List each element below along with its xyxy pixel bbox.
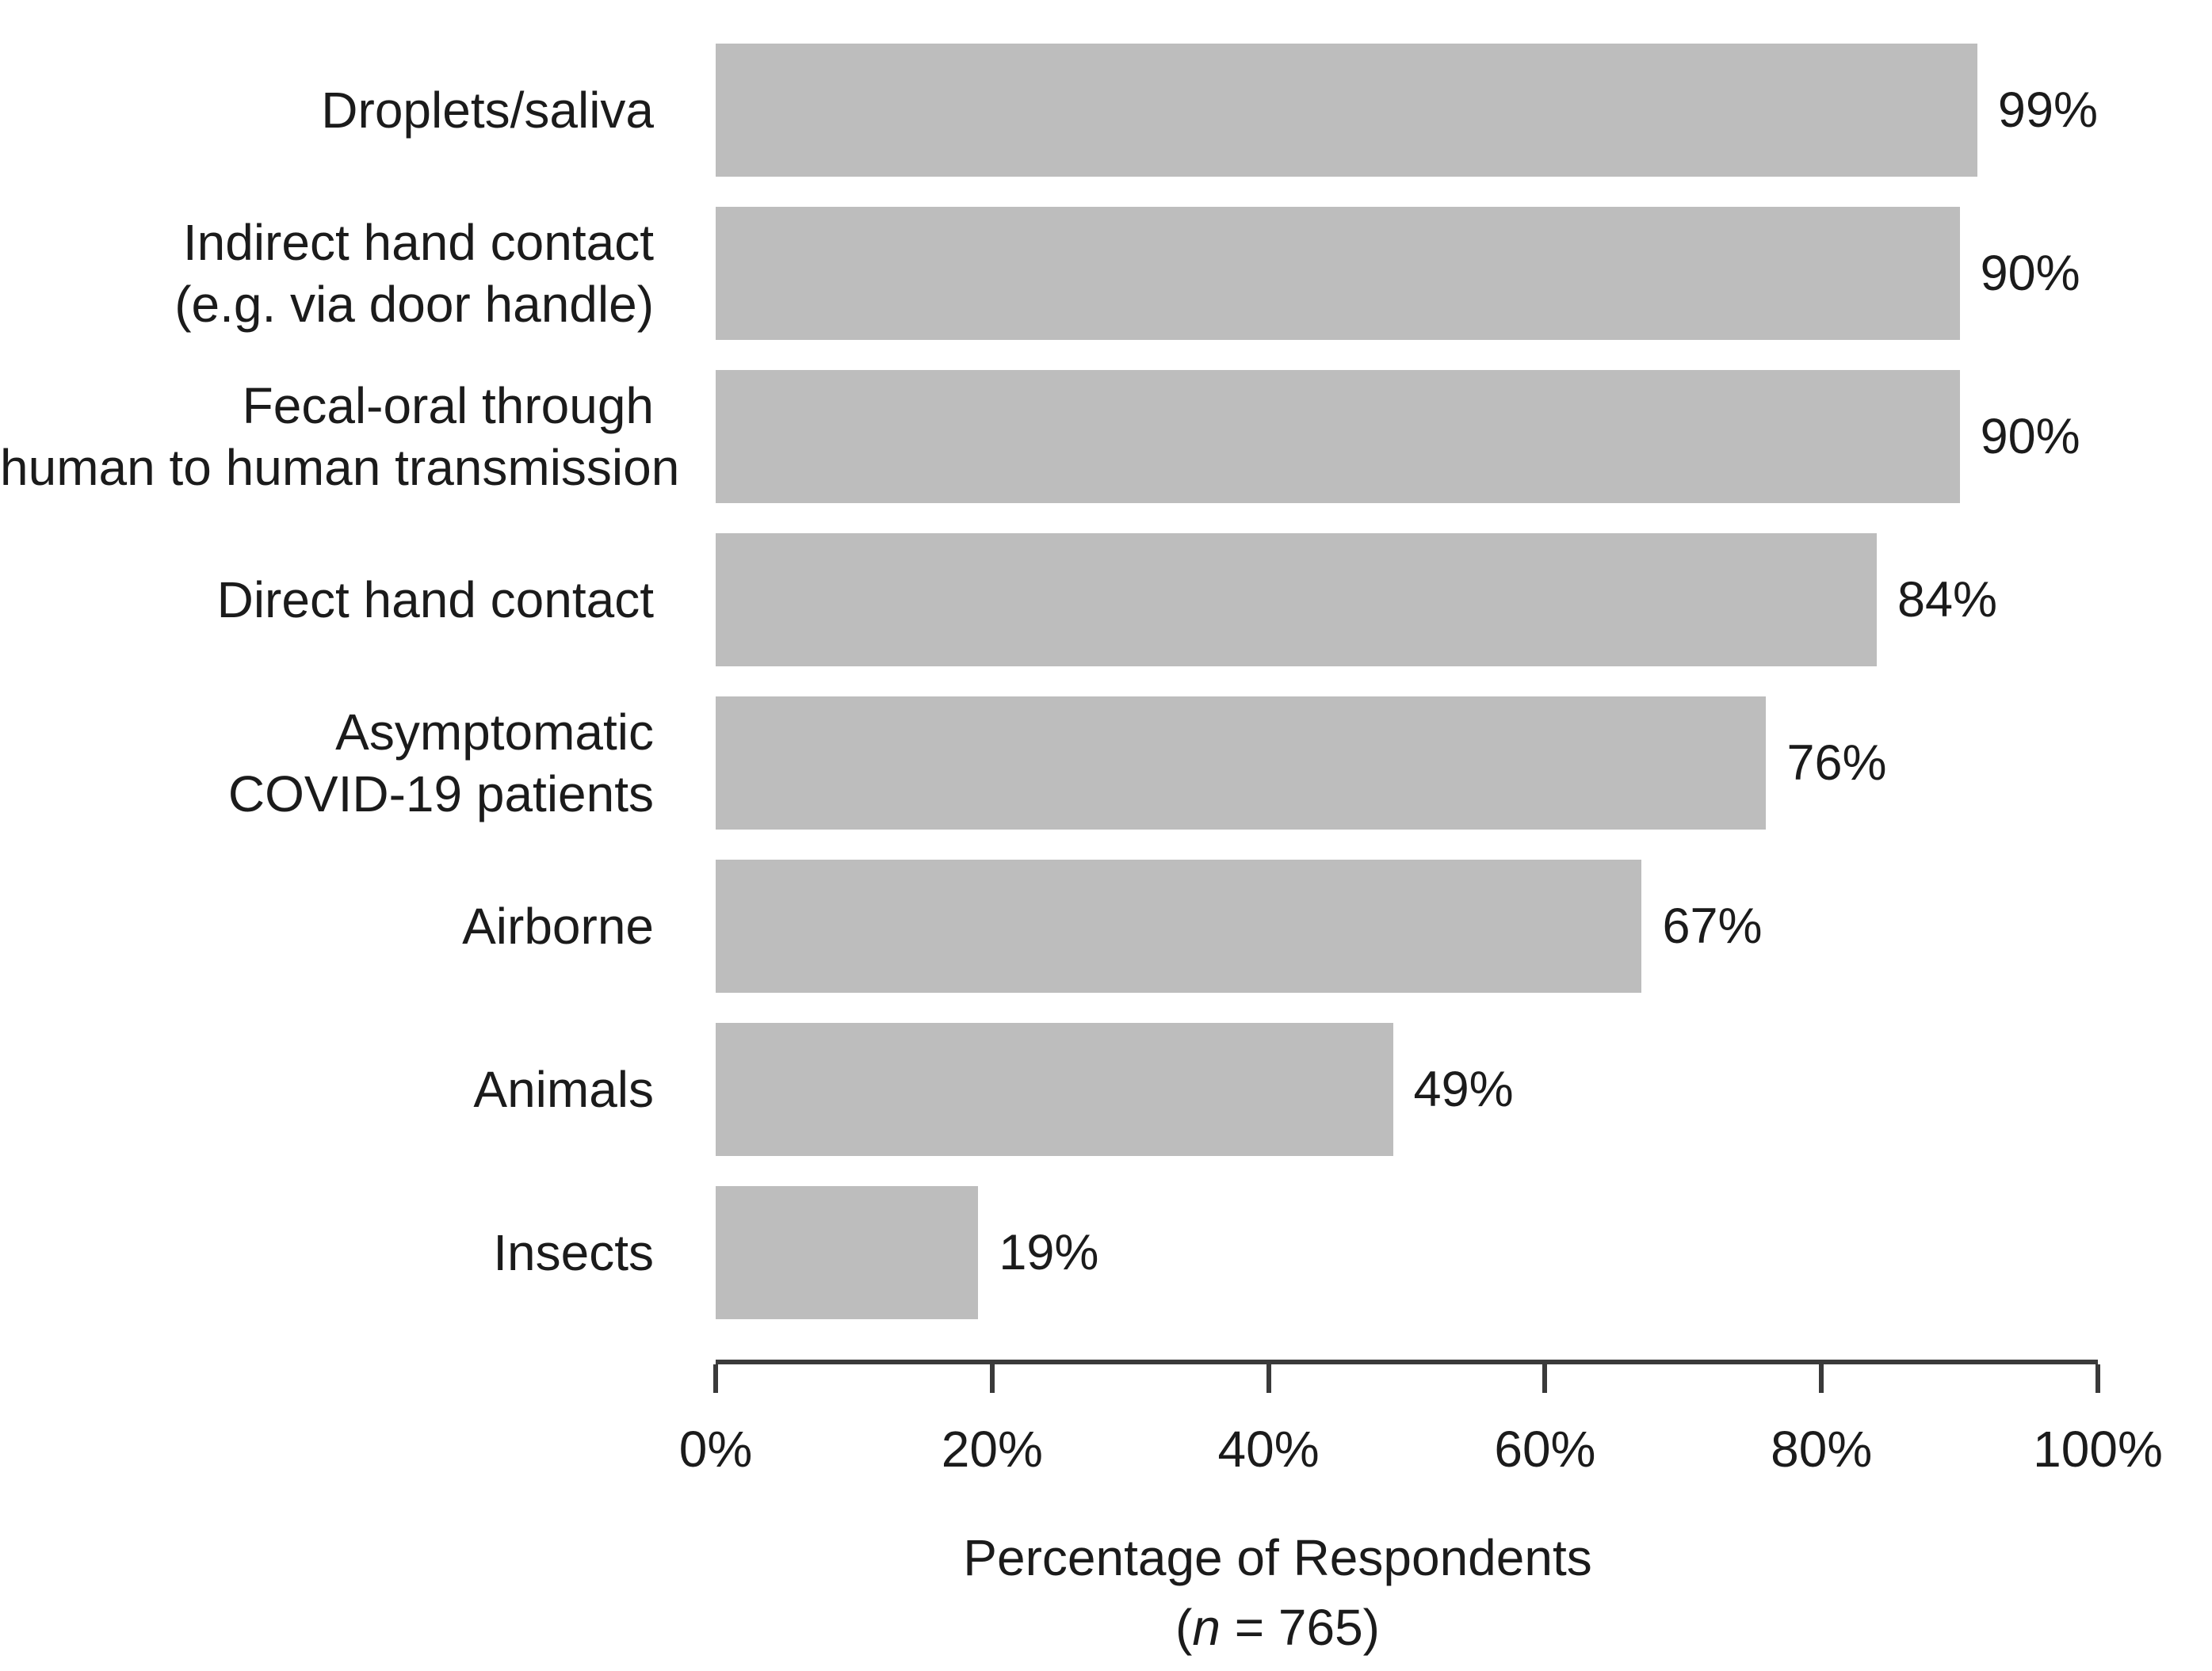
category-label: Airborne	[0, 895, 654, 957]
axis-tick	[1819, 1364, 1824, 1393]
category-label-line: COVID-19 patients	[227, 765, 654, 822]
bar-rows: Droplets/saliva 99% Indirect hand contac…	[0, 29, 2212, 1334]
axis-tick-label: 0%	[678, 1421, 753, 1478]
value-label: 67%	[1662, 898, 1763, 954]
value-label: 90%	[1980, 409, 2080, 464]
value-label: 90%	[1980, 246, 2080, 301]
x-axis: 0% 20% 40% 60% 80% 100%	[679, 1360, 2163, 1478]
axis-tick-label: 80%	[1771, 1421, 1873, 1478]
category-label-line: Droplets/saliva	[321, 82, 654, 139]
category-label: Insects	[0, 1222, 654, 1284]
axis-tick-label: 20%	[941, 1421, 1043, 1478]
bar-track: 19%	[716, 1186, 2098, 1319]
axis-tick	[989, 1364, 995, 1393]
bar-row: Direct hand contact 84%	[0, 518, 2212, 681]
bar-track: 99%	[716, 44, 2098, 177]
axis-tick	[1542, 1364, 1548, 1393]
bar	[716, 207, 1960, 340]
x-axis-line	[716, 1360, 2098, 1364]
category-label-line: Direct hand contact	[216, 571, 654, 628]
bar-row: Animals 49%	[0, 1008, 2212, 1171]
category-label: Direct hand contact	[0, 569, 654, 631]
bar-row: Airborne 67%	[0, 845, 2212, 1008]
italic-n: n	[1192, 1599, 1221, 1656]
x-axis-title: Percentage of Respondents (n = 765)	[586, 1523, 1969, 1662]
bar-track: 67%	[716, 860, 2098, 993]
category-label-line: Insects	[493, 1224, 654, 1281]
value-label: 99%	[1997, 82, 2098, 138]
axis-tick	[2095, 1364, 2100, 1393]
x-axis-title-line2: (n = 765)	[1175, 1599, 1380, 1656]
bar-track: 76%	[716, 696, 2098, 830]
category-label: Asymptomatic COVID-19 patients	[0, 701, 654, 825]
value-label: 49%	[1413, 1062, 1514, 1117]
category-label-line: Airborne	[462, 898, 654, 955]
category-label: Animals	[0, 1059, 654, 1120]
value-label: 76%	[1786, 735, 1887, 791]
bar-track: 84%	[716, 533, 2098, 666]
bar-track: 49%	[716, 1023, 2098, 1156]
category-label-line: Animals	[473, 1061, 654, 1118]
bar-track: 90%	[716, 207, 2098, 340]
bar	[716, 1186, 979, 1319]
category-label-line: Fecal-oral through	[242, 377, 654, 434]
axis-tick	[713, 1364, 718, 1393]
bar-row: Indirect hand contact (e.g. via door han…	[0, 192, 2212, 355]
bar	[716, 533, 1877, 666]
bar-track: 90%	[716, 370, 2098, 503]
category-label-line: human to human transmission	[0, 439, 680, 496]
bar-row: Insects 19%	[0, 1171, 2212, 1334]
bar-row: Droplets/saliva 99%	[0, 29, 2212, 192]
category-label: Indirect hand contact (e.g. via door han…	[0, 212, 654, 335]
bar-row: Fecal-oral through human to human transm…	[0, 355, 2212, 518]
category-label: Droplets/saliva	[0, 79, 654, 141]
bar	[716, 696, 1767, 830]
bar	[716, 860, 1642, 993]
bar	[716, 1023, 1393, 1156]
axis-tick-label: 60%	[1494, 1421, 1596, 1478]
category-label-line: Asymptomatic	[335, 704, 654, 761]
x-axis-title-line1: Percentage of Respondents	[963, 1529, 1592, 1586]
category-label: Fecal-oral through human to human transm…	[0, 375, 680, 498]
value-label: 19%	[999, 1225, 1099, 1280]
bar	[716, 44, 1977, 177]
category-label-line: (e.g. via door handle)	[174, 276, 654, 333]
bar-row: Asymptomatic COVID-19 patients 76%	[0, 681, 2212, 845]
bar	[716, 370, 1960, 503]
axis-tick-label: 40%	[1217, 1421, 1320, 1478]
value-label: 84%	[1897, 572, 1998, 628]
category-label-line: Indirect hand contact	[182, 214, 654, 271]
axis-tick-label: 100%	[2033, 1421, 2163, 1478]
axis-tick	[1266, 1364, 1271, 1393]
